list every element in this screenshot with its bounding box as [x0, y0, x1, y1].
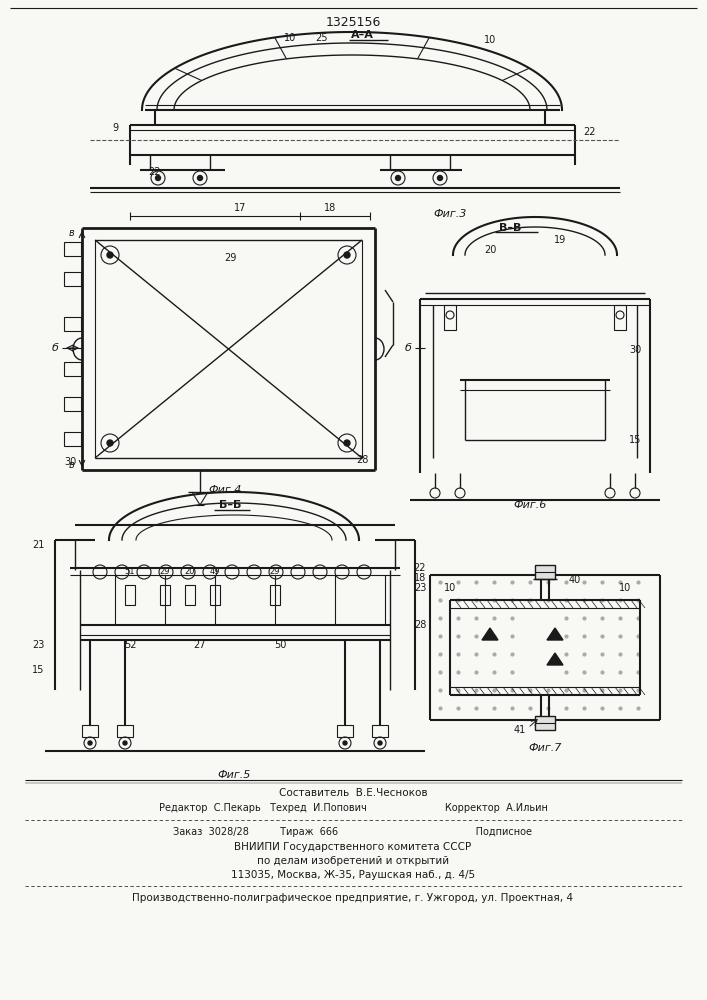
- Text: 18: 18: [414, 573, 426, 583]
- Text: 10: 10: [619, 583, 631, 593]
- Text: 41: 41: [514, 725, 526, 735]
- Bar: [444, 305, 456, 330]
- Text: 19: 19: [554, 235, 566, 245]
- Text: Фиг.7: Фиг.7: [528, 743, 561, 753]
- Text: 113035, Москва, Ж-35, Раушская наб., д. 4/5: 113035, Москва, Ж-35, Раушская наб., д. …: [231, 870, 475, 880]
- Text: ВНИИПИ Государственного комитета СССР: ВНИИПИ Государственного комитета СССР: [235, 842, 472, 852]
- Text: 29: 29: [160, 568, 170, 576]
- Circle shape: [438, 176, 443, 180]
- Circle shape: [197, 176, 202, 180]
- Bar: [125, 585, 135, 605]
- Circle shape: [123, 741, 127, 745]
- Bar: [372, 725, 388, 737]
- Bar: [64, 397, 81, 411]
- Bar: [64, 272, 81, 286]
- Text: 9: 9: [112, 123, 118, 133]
- Text: Редактор  С.Пекарь   Техред  И.Попович                         Корректор  А.Ильи: Редактор С.Пекарь Техред И.Попович Корре…: [158, 803, 547, 813]
- Polygon shape: [547, 628, 563, 640]
- Text: 27: 27: [194, 640, 206, 650]
- Bar: [117, 725, 133, 737]
- Text: 51: 51: [124, 568, 135, 576]
- Bar: [270, 585, 280, 605]
- Text: 18: 18: [324, 203, 336, 213]
- Text: Фиг.6: Фиг.6: [513, 500, 547, 510]
- Text: 29: 29: [270, 568, 280, 576]
- Polygon shape: [482, 628, 498, 640]
- Text: 1325156: 1325156: [325, 15, 380, 28]
- Text: в: в: [69, 228, 75, 238]
- Text: 20: 20: [484, 245, 496, 255]
- Text: Производственно-полиграфическое предприятие, г. Ужгород, ул. Проектная, 4: Производственно-полиграфическое предприя…: [132, 893, 573, 903]
- Circle shape: [344, 252, 350, 258]
- Text: 22: 22: [414, 563, 426, 573]
- Text: А–А: А–А: [351, 30, 373, 40]
- Circle shape: [107, 440, 113, 446]
- Text: В–В: В–В: [499, 223, 521, 233]
- Text: 28: 28: [414, 620, 426, 630]
- Text: 10: 10: [484, 35, 496, 45]
- Circle shape: [343, 741, 347, 745]
- Text: 25: 25: [316, 33, 328, 43]
- Text: 20: 20: [185, 568, 195, 576]
- Bar: [160, 585, 170, 605]
- Text: б: б: [52, 343, 59, 353]
- Bar: [185, 585, 195, 605]
- Circle shape: [88, 741, 92, 745]
- Bar: [614, 305, 626, 330]
- Text: 52: 52: [124, 640, 136, 650]
- Text: 28: 28: [356, 455, 368, 465]
- Text: Б–Б: Б–Б: [218, 500, 241, 510]
- Bar: [535, 716, 555, 730]
- Text: 17: 17: [234, 203, 246, 213]
- Text: Заказ  3028/28          Тираж  666                                            По: Заказ 3028/28 Тираж 666 По: [173, 827, 532, 837]
- Text: Составитель  В.Е.Чесноков: Составитель В.Е.Чесноков: [279, 788, 427, 798]
- Text: 50: 50: [274, 640, 286, 650]
- Text: 15: 15: [629, 435, 641, 445]
- Circle shape: [378, 741, 382, 745]
- Text: Фиг.4: Фиг.4: [209, 485, 242, 495]
- Circle shape: [395, 176, 400, 180]
- Text: Фиг.5: Фиг.5: [217, 770, 251, 780]
- Text: 22: 22: [148, 167, 161, 177]
- Text: 40: 40: [569, 575, 581, 585]
- Bar: [64, 362, 81, 376]
- Bar: [337, 725, 353, 737]
- Text: 23: 23: [32, 640, 44, 650]
- Text: 21: 21: [32, 540, 44, 550]
- Text: 10: 10: [444, 583, 456, 593]
- Circle shape: [107, 252, 113, 258]
- Text: 22: 22: [584, 127, 596, 137]
- Bar: [64, 242, 81, 256]
- Text: Фиг.3: Фиг.3: [433, 209, 467, 219]
- Bar: [210, 585, 220, 605]
- Text: 49: 49: [210, 568, 221, 576]
- Text: 30: 30: [629, 345, 641, 355]
- Circle shape: [344, 440, 350, 446]
- Bar: [64, 432, 81, 446]
- Text: 23: 23: [414, 583, 426, 593]
- Text: б: б: [404, 343, 411, 353]
- Text: 29: 29: [224, 253, 236, 263]
- Text: 10: 10: [284, 33, 296, 43]
- Bar: [535, 565, 555, 579]
- Text: 30: 30: [64, 457, 76, 467]
- Circle shape: [156, 176, 160, 180]
- Polygon shape: [547, 653, 563, 665]
- Text: в: в: [69, 460, 75, 470]
- Bar: [64, 317, 81, 331]
- Text: по делам изобретений и открытий: по делам изобретений и открытий: [257, 856, 449, 866]
- Bar: [82, 725, 98, 737]
- Text: 15: 15: [32, 665, 44, 675]
